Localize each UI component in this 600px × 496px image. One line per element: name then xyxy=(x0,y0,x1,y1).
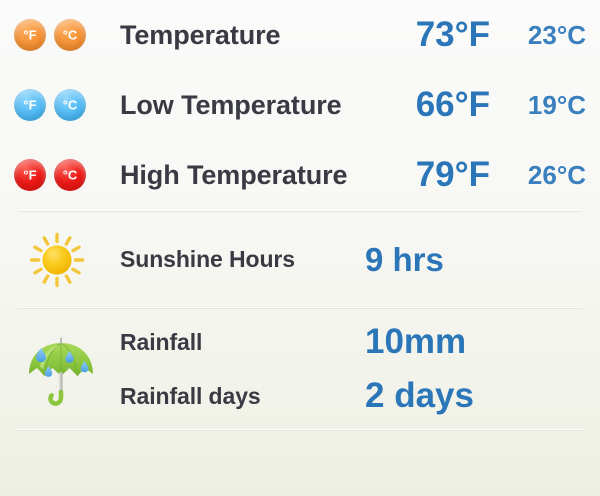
badge-label: °F xyxy=(23,97,37,112)
section-divider xyxy=(18,429,582,431)
row-label: Low Temperature xyxy=(120,89,342,120)
celsius-badge-red-icon: °C xyxy=(54,159,86,191)
sun-icon xyxy=(28,231,86,289)
table-row: Sunshine Hours 9 hrs xyxy=(0,212,600,307)
row-label: Rainfall xyxy=(120,328,203,355)
row-label: Sunshine Hours xyxy=(120,246,295,272)
value-celsius: 19°C xyxy=(527,89,586,120)
umbrella-rain-icon xyxy=(24,329,98,409)
value-celsius: 26°C xyxy=(527,159,586,190)
rainfall-lines: Rainfall 10mm Rainfall days 2 days xyxy=(120,322,586,416)
badge-label: °C xyxy=(62,167,78,182)
row-label: High Temperature xyxy=(120,159,348,190)
celsius-badge-orange-icon: °C xyxy=(54,19,86,51)
value-fahrenheit: 79°F xyxy=(415,155,490,194)
table-row: °F °C Temperature 73°F 23°C xyxy=(0,0,600,70)
value-rainfall: 10mm xyxy=(365,322,467,361)
value-rainfall-days: 2 days xyxy=(365,376,474,415)
celsius-badge-blue-icon: °C xyxy=(54,89,86,121)
rainfall-icon-cell xyxy=(14,329,120,409)
fahrenheit-badge-blue-icon: °F xyxy=(14,89,46,121)
table-row: Rainfall days 2 days xyxy=(120,376,586,416)
table-row: Rainfall 10mm xyxy=(120,322,586,362)
high-temperature-icons: °F °C xyxy=(14,159,120,191)
section-divider xyxy=(18,210,582,212)
table-row: °F °C Low Temperature 66°F 19°C xyxy=(0,70,600,140)
rainfall-section: Rainfall 10mm Rainfall days 2 days xyxy=(0,309,600,429)
value-celsius: 23°C xyxy=(527,19,586,50)
fahrenheit-badge-orange-icon: °F xyxy=(14,19,46,51)
badge-label: °F xyxy=(23,27,37,42)
section-divider xyxy=(18,307,582,309)
low-temperature-icons: °F °C xyxy=(14,89,120,121)
row-label: Temperature xyxy=(120,19,281,50)
value-sunshine-hours: 9 hrs xyxy=(365,240,444,278)
badge-label: °C xyxy=(62,27,78,42)
badge-label: °F xyxy=(23,167,37,182)
badge-label: °C xyxy=(62,97,78,112)
fahrenheit-badge-red-icon: °F xyxy=(14,159,46,191)
table-row: °F °C High Temperature 79°F 26°C xyxy=(0,140,600,210)
value-fahrenheit: 73°F xyxy=(415,15,490,54)
row-label: Rainfall days xyxy=(120,382,261,409)
sunshine-icon-cell xyxy=(14,231,120,289)
value-fahrenheit: 66°F xyxy=(415,85,490,124)
temperature-icons: °F °C xyxy=(14,19,120,51)
